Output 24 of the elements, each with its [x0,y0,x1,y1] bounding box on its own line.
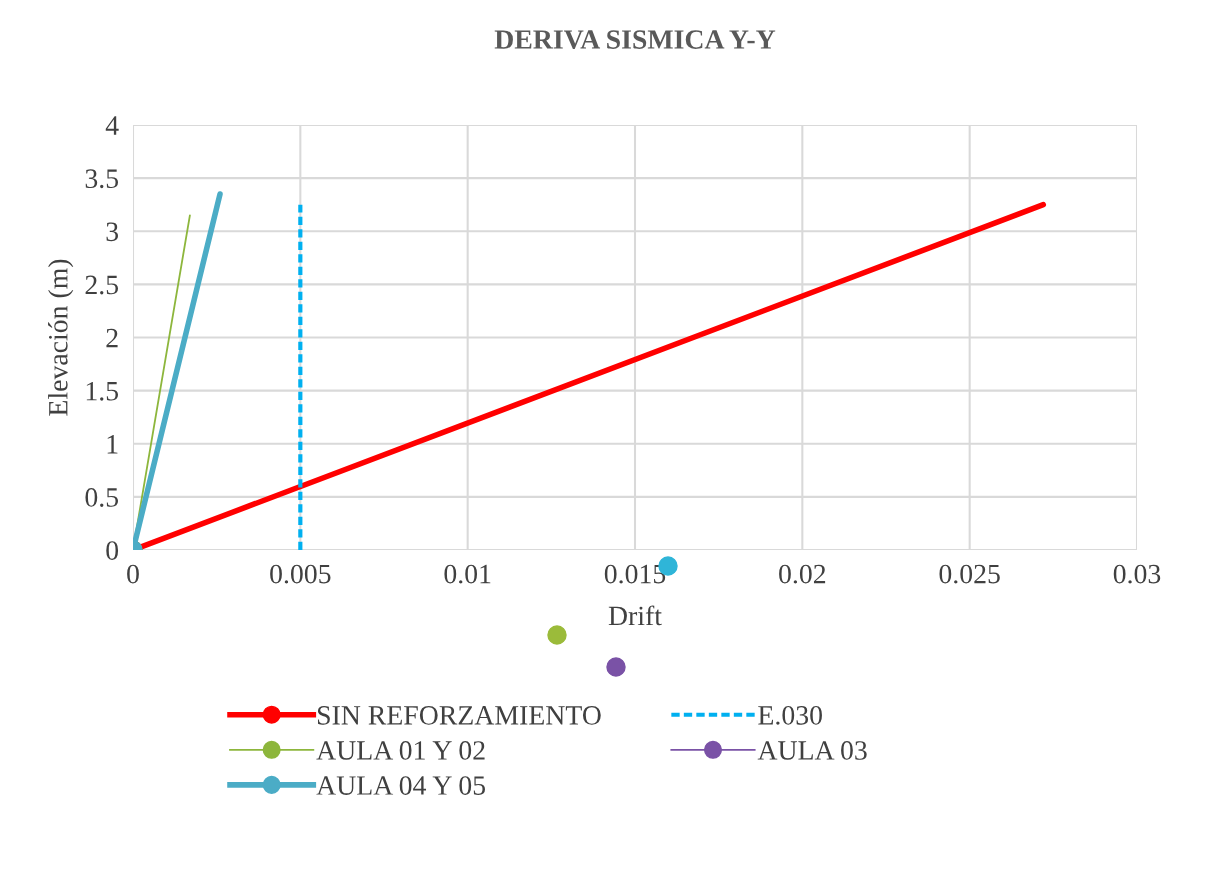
x-tick-label: 0.005 [270,564,331,584]
y-tick-label: 0 [106,541,119,560]
x-tick-label: 0.015 [604,564,666,584]
x-tick-label: 0.01 [444,564,491,584]
legend-label: AULA 04 Y 05 [316,776,486,795]
y-tick-label: 0.5 [85,488,119,507]
x-tick-label: 0 [127,564,139,584]
x-axis-title: Drift [608,605,662,626]
y-tick-label: 1 [107,435,118,454]
y-tick-label: 2 [106,328,118,348]
x-tick-label: 0.02 [779,564,826,584]
legend-label: AULA 01 Y 02 [316,741,485,760]
legend-label: E.030 [758,705,822,725]
y-tick-label: 4 [105,116,119,135]
legend-label: AULA 03 [757,741,867,760]
y-tick-label: 3.5 [85,169,119,189]
y-tick-label: 1.5 [86,381,119,401]
y-tick-label: 2.5 [85,275,119,295]
x-tick-label: 0.03 [1113,564,1161,584]
chart-title: DERIVA SISMICA Y-Y [494,30,776,50]
y-tick-label: 3 [106,222,119,242]
y-axis-title: Elevación (m) [48,259,74,416]
legend-label: SIN REFORZAMIENTO [317,706,601,725]
x-tick-label: 0.025 [939,564,1000,584]
